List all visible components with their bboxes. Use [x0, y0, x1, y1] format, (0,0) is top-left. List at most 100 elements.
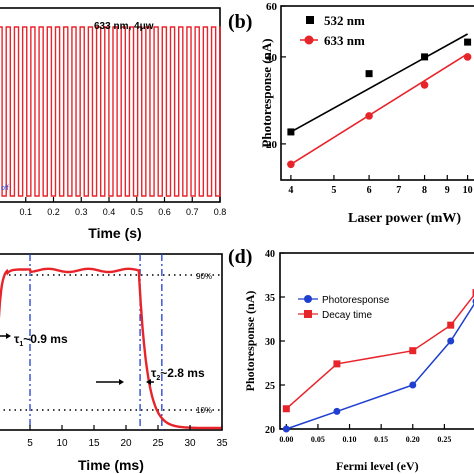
panel-c-pulse-curve — [0, 267, 222, 430]
panel-a: 633 nm, 4μw off 0.1 0.2 0.3 0.4 0.5 0.6 0.7 0.8… — [0, 7, 226, 241]
panel-c-tau1: τ1~0.9 ms — [14, 332, 68, 348]
panel-c-x-tick-label: 5 — [27, 438, 33, 449]
panel-b-x-tick-label: 5 — [331, 185, 336, 196]
panel-b-fit-line-0 — [290, 33, 468, 133]
panel-c-90-label: 90% — [196, 272, 212, 281]
panel-b-legend-marker-633 — [304, 35, 314, 45]
panel-d-x-tick-label: 0.25 — [437, 435, 451, 444]
panel-b-label: (b) — [228, 11, 252, 33]
panel-d-x-tick-label: 0.20 — [406, 435, 420, 444]
panel-d-point-photoresponse — [447, 337, 455, 345]
panel-c-x-tick-label: 25 — [152, 438, 164, 449]
panel-d-label: (d) — [228, 246, 252, 268]
panel-b-point-532 — [421, 53, 429, 61]
panel-b-frame — [280, 5, 474, 181]
panel-b-x-label: Laser power (mW) — [348, 211, 461, 226]
panel-d-plot-area — [282, 289, 474, 433]
panel-c-tau2-arrowhead-left — [119, 379, 124, 385]
panel-d-point-decay — [282, 405, 290, 413]
panel-c-x-tick-label: 20 — [120, 438, 132, 449]
panel-a-side-label: off — [1, 185, 9, 192]
panel-d-point-photoresponse — [409, 381, 417, 389]
panel-b-plot-area — [287, 33, 472, 169]
panel-d-y-ticks: 20 25 30 35 40 — [265, 249, 285, 436]
panel-c-x-tick-label: 15 — [88, 438, 100, 449]
panel-c-tau2: τ2~2.8 ms — [151, 366, 205, 382]
panel-b-point-633 — [365, 112, 373, 120]
panel-a-x-tick-label: 0.5 — [130, 207, 143, 217]
panel-b-x-tick-label: 10 — [463, 185, 473, 196]
panel-a-annotation: 633 nm, 4μw — [94, 21, 154, 32]
panel-a-x-tick-label: 0.7 — [186, 207, 199, 217]
panel-d-point-photoresponse — [282, 425, 290, 433]
panel-b-y-tick-label: 60 — [266, 1, 278, 13]
panel-d-point-decay — [472, 289, 474, 297]
panel-b-point-633 — [463, 53, 472, 61]
panel-b-point-633 — [420, 81, 429, 89]
panel-b-x-tick-label: 8 — [422, 185, 427, 196]
panel-d-point-decay — [333, 360, 341, 368]
panel-a-x-label: Time (s) — [88, 225, 141, 241]
panel-a-x-tick-label: 0.2 — [47, 207, 60, 217]
panel-d-x-tick-label: 0.10 — [343, 435, 357, 444]
panel-c-10-label: 10% — [196, 406, 212, 415]
panel-b-y-label: Photoresponse (nA) — [259, 38, 274, 147]
panel-c-x-tick-label: 35 — [216, 438, 228, 449]
panel-b-fit-line-1 — [290, 53, 469, 165]
panel-c-tau2-arrowhead-right — [146, 379, 151, 385]
panel-c-x-label: Time (ms) — [78, 457, 144, 473]
panel-d-point-photoresponse — [333, 407, 341, 415]
panel-d-x-label: Fermi level (eV) — [336, 459, 419, 473]
panel-a-x-tick-label: 0.1 — [19, 207, 32, 217]
panel-a-x-tick-label: 0.4 — [103, 207, 116, 217]
panel-c-tau1-arrowhead — [6, 333, 11, 339]
panel-d-x-tick-label: 0.15 — [374, 435, 388, 444]
panel-b: (b) 20 40 60 4 5 6 7 8 9 10 532 nm 633 nm Photor… — [228, 1, 474, 226]
panel-c-x-tick-label: 10 — [56, 438, 68, 449]
panel-b-legend-marker-532 — [306, 16, 314, 24]
panel-d-y-tick-label: 40 — [265, 249, 275, 260]
panel-d-point-decay — [447, 321, 455, 329]
panel-c-x-tick-label: 30 — [184, 438, 196, 449]
panel-c-frame — [0, 253, 223, 431]
panel-a-x-tick-label: 0.8 — [214, 207, 227, 217]
panel-d-y-tick-label: 25 — [265, 381, 275, 392]
panel-c-x-ticks: 5 10 15 20 25 30 35 — [27, 425, 228, 449]
panel-b-y-tick-label: 20 — [266, 139, 278, 151]
panel-b-point-532 — [365, 70, 373, 78]
panel-b-legend-633: 633 nm — [324, 33, 365, 48]
panel-d-y-tick-label: 30 — [265, 337, 275, 348]
panel-c: 90% 10% τ1~0.9 ms τ2~2.8 ms 5 10 15 20 25 30 3… — [0, 253, 228, 473]
panel-c-time-markers — [29, 254, 163, 430]
panel-d-legend-decay: Decay time — [322, 310, 372, 321]
panel-d-y-tick-label: 35 — [265, 293, 275, 304]
panel-b-x-tick-label: 9 — [445, 185, 450, 196]
panel-b-point-633 — [287, 160, 295, 169]
panel-a-x-tick-label: 0.3 — [75, 207, 88, 217]
panel-a-square-wave — [0, 26, 221, 197]
panel-d-legend-photoresponse: Photoresponse — [322, 295, 390, 306]
panel-b-point-532 — [287, 128, 295, 136]
panel-d-frame — [279, 252, 474, 430]
panel-b-x-tick-label: 7 — [396, 185, 401, 196]
panel-b-x-tick-label: 6 — [367, 185, 372, 196]
panel-d-series-line-0 — [286, 303, 474, 430]
panel-d-y-label: Photoresponse (nA) — [243, 291, 257, 392]
panel-d-legend-marker-photoresponse — [304, 295, 312, 303]
panel-a-x-ticks: 0.1 0.2 0.3 0.4 0.5 0.6 0.7 0.8 — [19, 197, 226, 217]
panel-d-series-line-1 — [285, 293, 474, 410]
panel-d-x-ticks: 0.00 0.05 0.10 0.15 0.20 0.25 — [279, 424, 451, 444]
panel-a-x-tick-label: 0.6 — [158, 207, 171, 217]
panel-d-x-tick-label: 0.05 — [311, 435, 325, 444]
panel-d-x-tick-label: 0.00 — [279, 435, 293, 444]
panel-d-point-decay — [409, 347, 417, 355]
panel-b-legend-532: 532 nm — [324, 13, 365, 28]
panel-d-legend-marker-decay — [304, 310, 312, 318]
panel-b-x-ticks: 4 5 6 7 8 9 10 — [288, 175, 473, 196]
panel-b-point-532 — [464, 38, 472, 46]
panel-b-x-tick-label: 4 — [288, 185, 293, 196]
panel-d-y-tick-label: 20 — [265, 425, 275, 436]
panel-b-y-tick-label: 40 — [266, 52, 278, 64]
